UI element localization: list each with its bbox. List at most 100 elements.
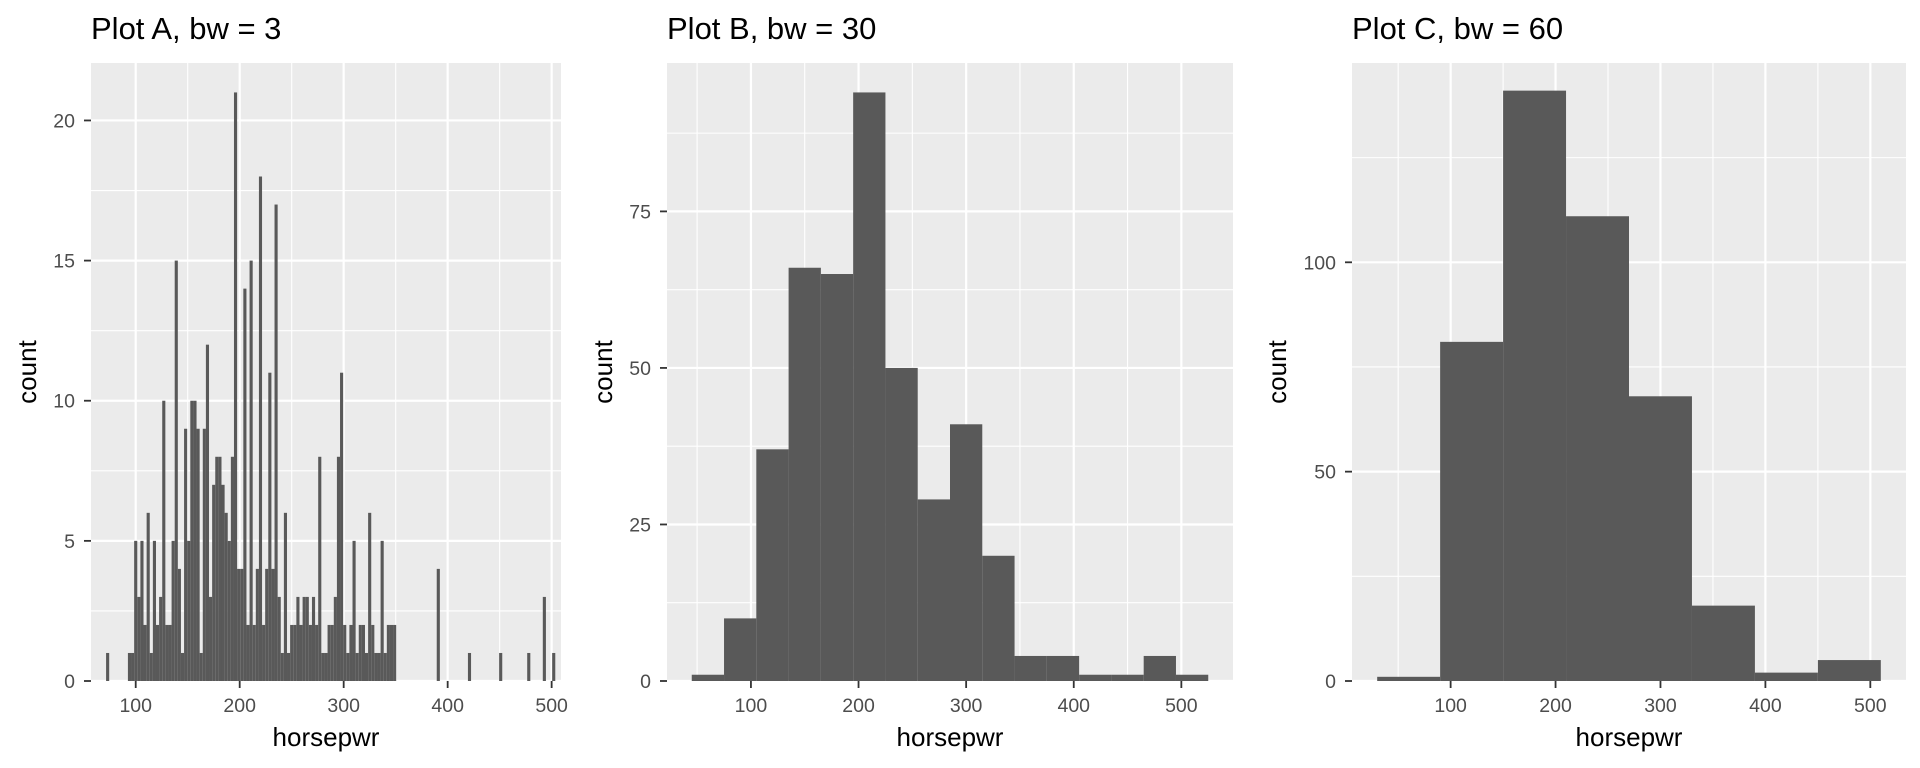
- histogram-bar: [1143, 655, 1176, 681]
- histogram-bar: [393, 624, 397, 681]
- histogram-bar: [271, 568, 275, 681]
- histogram-bar: [252, 624, 256, 681]
- histogram-bar: [227, 540, 231, 681]
- histogram-bar: [1440, 341, 1504, 681]
- histogram-bar: [277, 596, 281, 681]
- histogram-bar: [237, 568, 241, 681]
- y-tick-label: 75: [629, 201, 651, 223]
- histogram-bar: [262, 624, 266, 681]
- histogram-bar: [315, 624, 319, 681]
- histogram-bar: [302, 596, 306, 681]
- histogram-bar: [202, 428, 206, 681]
- histogram-bar: [171, 540, 175, 681]
- histogram-bar: [950, 424, 983, 681]
- histogram-bar: [853, 92, 886, 681]
- panel-background: [91, 63, 561, 681]
- histogram-bar: [218, 456, 222, 681]
- histogram-bar: [321, 652, 325, 681]
- histogram-bar: [162, 400, 166, 681]
- histogram-bar: [691, 674, 725, 681]
- x-tick-label: 300: [327, 695, 360, 717]
- histogram-bar: [355, 652, 359, 681]
- histogram-bar: [280, 652, 284, 681]
- x-axis-title: horsepwr: [1576, 722, 1683, 752]
- histogram-bar: [542, 596, 546, 681]
- histogram-bar: [318, 456, 322, 681]
- histogram-bar: [1691, 605, 1755, 681]
- histogram-bar: [149, 652, 153, 681]
- histogram-bar: [287, 652, 291, 681]
- plot-a: 100 200 300 400 500 0 5 10 15 20 Plot A, bw = 3 hor…: [12, 11, 568, 752]
- histogram-bar: [333, 596, 337, 681]
- histogram-bar: [221, 484, 225, 681]
- histogram-bar: [305, 596, 309, 681]
- x-tick-label: 500: [1165, 695, 1198, 717]
- histogram-bar: [371, 624, 375, 681]
- histogram-bar: [330, 624, 334, 681]
- histogram-bar: [352, 540, 356, 681]
- histogram-bar: [233, 92, 238, 681]
- histogram-bar: [268, 372, 272, 681]
- histogram-bar: [1503, 90, 1567, 681]
- y-tick-label: 20: [53, 110, 75, 132]
- x-tick-label: 400: [1749, 695, 1782, 717]
- histogram-bar: [143, 624, 147, 681]
- histogram-bar: [205, 344, 210, 681]
- y-tick-label: 50: [1314, 462, 1336, 484]
- histogram-bar: [177, 568, 181, 681]
- histogram-bar: [982, 555, 1015, 681]
- histogram-bar: [249, 260, 253, 681]
- histogram-bar: [168, 624, 172, 681]
- y-axis-title: count: [1262, 339, 1292, 403]
- histogram-bar: [346, 652, 350, 681]
- histogram-bar: [240, 568, 244, 681]
- x-axis-title: horsepwr: [273, 722, 380, 752]
- histogram-bar: [361, 624, 365, 681]
- histogram-bar: [756, 449, 789, 681]
- histogram-bar: [377, 652, 381, 681]
- histogram-bar: [131, 652, 135, 681]
- x-tick-label: 300: [950, 695, 983, 717]
- histogram-bar: [1754, 672, 1818, 681]
- histogram-bar: [209, 596, 213, 681]
- histogram-bar: [343, 624, 347, 681]
- x-tick-label: 300: [1644, 695, 1677, 717]
- x-tick-label: 200: [223, 695, 256, 717]
- x-tick-label: 100: [119, 695, 152, 717]
- histogram-bar: [215, 456, 219, 681]
- histogram-bar: [467, 652, 472, 681]
- histogram-bar: [1014, 655, 1047, 681]
- plot-c: 100 200 300 400 500 0 50 100 Plot C, bw = 60 hors…: [1262, 11, 1906, 752]
- x-axis-title: horsepwr: [897, 722, 1004, 752]
- histogram-bar: [1377, 676, 1441, 681]
- histogram-bar: [137, 596, 141, 681]
- histogram-bar: [106, 652, 110, 681]
- histogram-bar: [1079, 674, 1112, 681]
- histogram-bar: [155, 624, 160, 681]
- histogram-bar: [368, 512, 372, 681]
- histogram-bar: [152, 540, 156, 681]
- histogram-bar: [265, 568, 269, 681]
- x-tick-label: 100: [735, 695, 768, 717]
- histogram-bar: [293, 624, 297, 681]
- histogram-bar: [140, 540, 144, 681]
- histogram-bar: [436, 568, 440, 681]
- y-tick-label: 15: [53, 251, 75, 273]
- histogram-bar: [224, 512, 228, 681]
- histogram-bar: [134, 540, 138, 681]
- histogram-bar: [190, 400, 194, 681]
- y-tick-label: 0: [1325, 671, 1336, 693]
- histogram-bar: [180, 652, 185, 681]
- y-tick-label: 25: [629, 514, 651, 536]
- histogram-bar: [196, 428, 200, 681]
- histogram-bar: [159, 596, 163, 681]
- histogram-bar: [187, 540, 191, 681]
- histogram-bar: [327, 624, 331, 681]
- histogram-bar: [336, 456, 341, 681]
- histogram-bar: [527, 652, 531, 681]
- histogram-bar: [1111, 674, 1144, 681]
- histogram-bar: [274, 204, 278, 681]
- histogram-bar: [374, 652, 378, 681]
- histogram-bar: [380, 540, 384, 681]
